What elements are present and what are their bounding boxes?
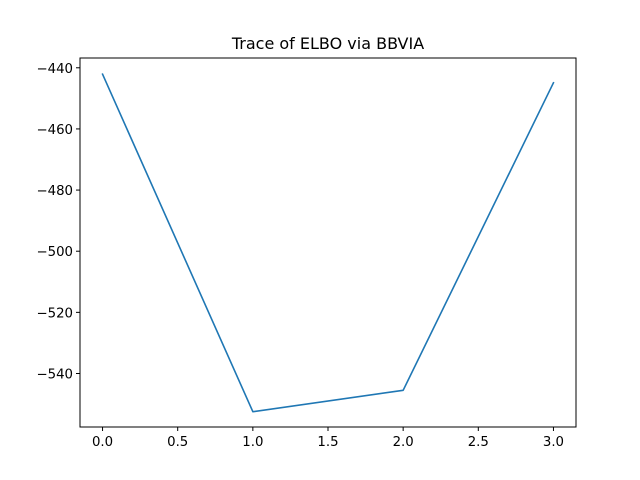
x-tick-label: 0.0 — [92, 435, 113, 450]
plot-frame — [79, 57, 577, 428]
y-axis: −540 −520 −500 −480 −460 −440 — [36, 62, 80, 382]
series-layer — [101, 73, 555, 413]
x-tick-label: 2.0 — [393, 435, 414, 450]
y-tick-label: −540 — [36, 367, 73, 382]
y-tick-label: −440 — [36, 62, 73, 77]
x-tick-label: 1.0 — [242, 435, 263, 450]
y-tick-label: −480 — [36, 184, 73, 199]
chart-title: Trace of ELBO via BBVIA — [231, 34, 424, 53]
x-tick-label: 3.0 — [543, 435, 564, 450]
x-axis: 0.0 0.5 1.0 1.5 2.0 2.5 3.0 — [92, 427, 564, 450]
y-tick-label: −460 — [36, 123, 73, 138]
y-tick-label: −520 — [36, 306, 73, 321]
series-line — [101, 73, 555, 413]
y-tick-label: −500 — [36, 245, 73, 260]
x-tick-label: 0.5 — [167, 435, 188, 450]
x-tick-label: 1.5 — [317, 435, 338, 450]
x-tick-label: 2.5 — [468, 435, 489, 450]
